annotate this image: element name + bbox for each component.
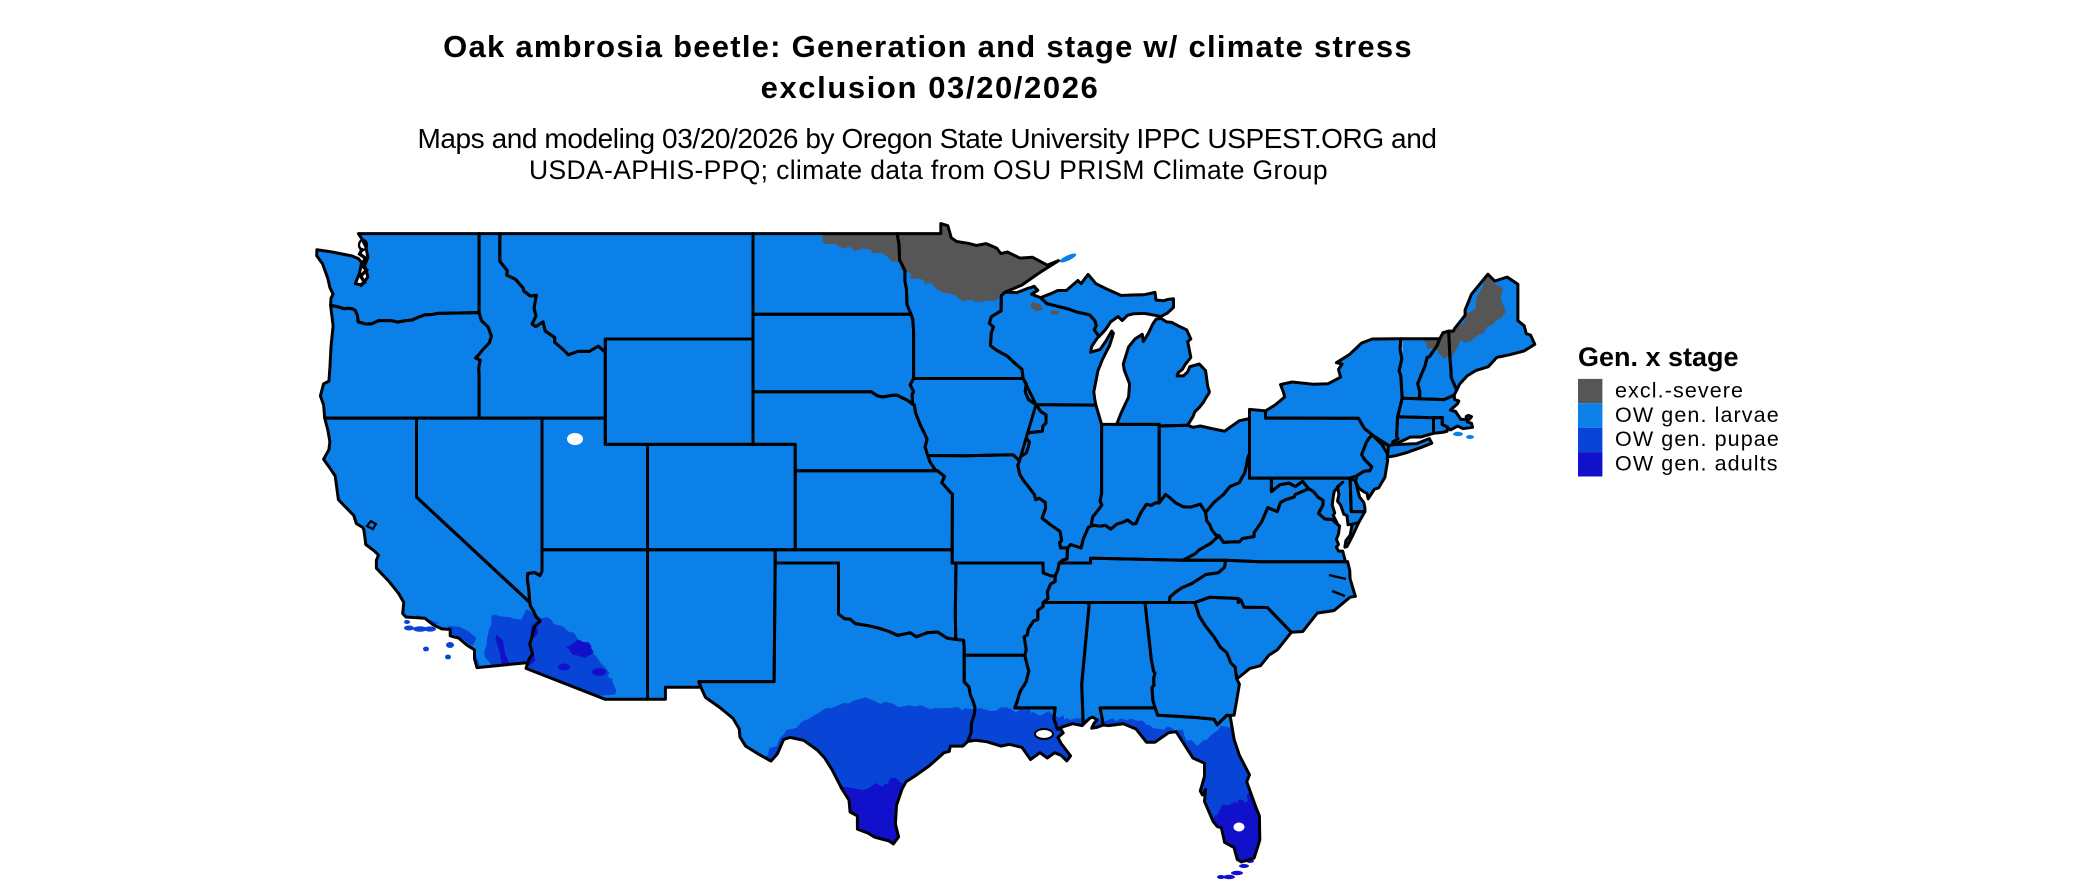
svg-text:exclusion 03/20/2026: exclusion 03/20/2026 [761, 70, 1100, 105]
svg-text:Gen. x stage: Gen. x stage [1578, 342, 1739, 372]
svg-text:OW gen. larvae: OW gen. larvae [1615, 403, 1780, 427]
svg-text:USDA-APHIS-PPQ; climate data f: USDA-APHIS-PPQ; climate data from OSU PR… [529, 155, 1328, 185]
svg-text:OW gen. pupae: OW gen. pupae [1615, 427, 1780, 451]
svg-text:OW gen. adults: OW gen. adults [1615, 452, 1779, 476]
svg-text:excl.-severe: excl.-severe [1615, 378, 1744, 402]
svg-text:Maps and modeling 03/20/2026 b: Maps and modeling 03/20/2026 by Oregon S… [417, 123, 1436, 154]
svg-text:Oak ambrosia beetle: Generatio: Oak ambrosia beetle: Generation and stag… [443, 29, 1413, 64]
